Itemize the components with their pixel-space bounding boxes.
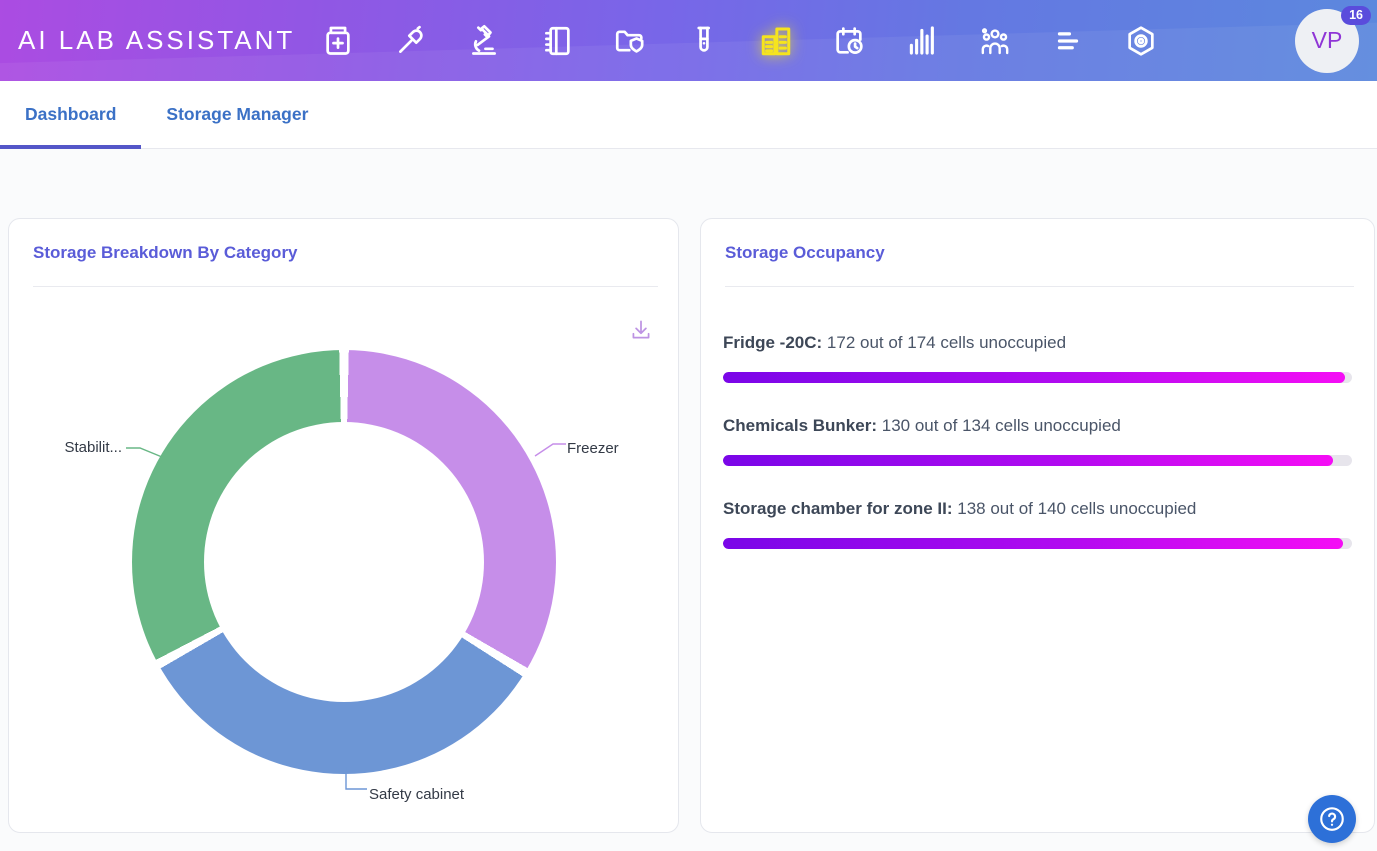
occupancy-text: 138 out of 140 cells unoccupied <box>957 499 1197 518</box>
storage-breakdown-card: Storage Breakdown By Category Stabilit..… <box>8 218 679 833</box>
divider <box>725 286 1354 287</box>
donut-hole <box>204 422 484 702</box>
bar-chart-icon[interactable] <box>905 24 939 58</box>
divider <box>33 286 658 287</box>
microscope-icon[interactable] <box>467 24 501 58</box>
progress-track <box>723 372 1352 383</box>
pie-label-stability: Stabilit... <box>64 439 122 456</box>
storage-cabinets-icon[interactable] <box>759 24 793 58</box>
tab-storage-manager[interactable]: Storage Manager <box>166 104 309 124</box>
leader-line-stability <box>126 447 163 458</box>
card-title-breakdown: Storage Breakdown By Category <box>33 243 298 262</box>
sort-lines-icon[interactable] <box>1051 24 1085 58</box>
nav-icon-menu <box>321 24 1283 58</box>
app-logo: AI LAB ASSISTANT <box>18 25 296 55</box>
top-navbar: AI LAB ASSISTANT <box>0 0 1377 81</box>
occupancy-label: Fridge -20C: 172 out of 174 cells unoccu… <box>723 331 1352 355</box>
storage-name: Storage chamber for zone II: <box>723 499 958 518</box>
medicine-jar-icon[interactable] <box>321 24 355 58</box>
tab-bar: Dashboard Storage Manager <box>0 81 1377 149</box>
progress-track <box>723 538 1352 549</box>
occupancy-text: 130 out of 134 cells unoccupied <box>881 416 1121 435</box>
dashboard-content: Storage Breakdown By Category Stabilit..… <box>0 149 1377 833</box>
download-chart-icon[interactable] <box>628 317 654 343</box>
question-mark-icon <box>1320 807 1344 831</box>
leader-line-freezer <box>534 443 566 457</box>
test-tube-icon[interactable] <box>686 24 720 58</box>
pipette-icon[interactable] <box>394 24 428 58</box>
occupancy-label: Chemicals Bunker: 130 out of 134 cells u… <box>723 414 1352 438</box>
calendar-clock-icon[interactable] <box>832 24 866 58</box>
user-menu: VP 16 <box>1295 5 1371 73</box>
donut-chart[interactable] <box>132 350 556 774</box>
hexagon-settings-icon[interactable] <box>1124 24 1158 58</box>
occupancy-label: Storage chamber for zone II: 138 out of … <box>723 497 1352 521</box>
folder-shield-icon[interactable] <box>613 24 647 58</box>
occupancy-item: Chemicals Bunker: 130 out of 134 cells u… <box>723 414 1352 466</box>
occupancy-item: Fridge -20C: 172 out of 174 cells unoccu… <box>723 331 1352 383</box>
progress-fill <box>723 538 1344 549</box>
tab-dashboard[interactable]: Dashboard <box>0 81 142 149</box>
notification-badge: 16 <box>1341 5 1371 25</box>
notebook-icon[interactable] <box>540 24 574 58</box>
occupancy-item: Storage chamber for zone II: 138 out of … <box>723 497 1352 549</box>
occupancy-text: 172 out of 174 cells unoccupied <box>826 333 1067 352</box>
pie-label-safety: Safety cabinet <box>369 786 465 803</box>
storage-name: Chemicals Bunker: <box>723 416 882 435</box>
help-button[interactable] <box>1308 795 1356 843</box>
team-icon[interactable] <box>978 24 1012 58</box>
pie-label-freezer: Freezer <box>567 440 619 457</box>
storage-name: Fridge -20C: <box>723 333 827 352</box>
card-title-occupancy: Storage Occupancy <box>725 243 885 262</box>
occupancy-list: Fridge -20C: 172 out of 174 cells unoccu… <box>701 287 1374 549</box>
progress-fill <box>723 372 1346 383</box>
storage-occupancy-card: Storage Occupancy Fridge -20C: 172 out o… <box>700 218 1375 833</box>
progress-track <box>723 455 1352 466</box>
leader-line-safety <box>345 767 367 790</box>
progress-fill <box>723 455 1334 466</box>
